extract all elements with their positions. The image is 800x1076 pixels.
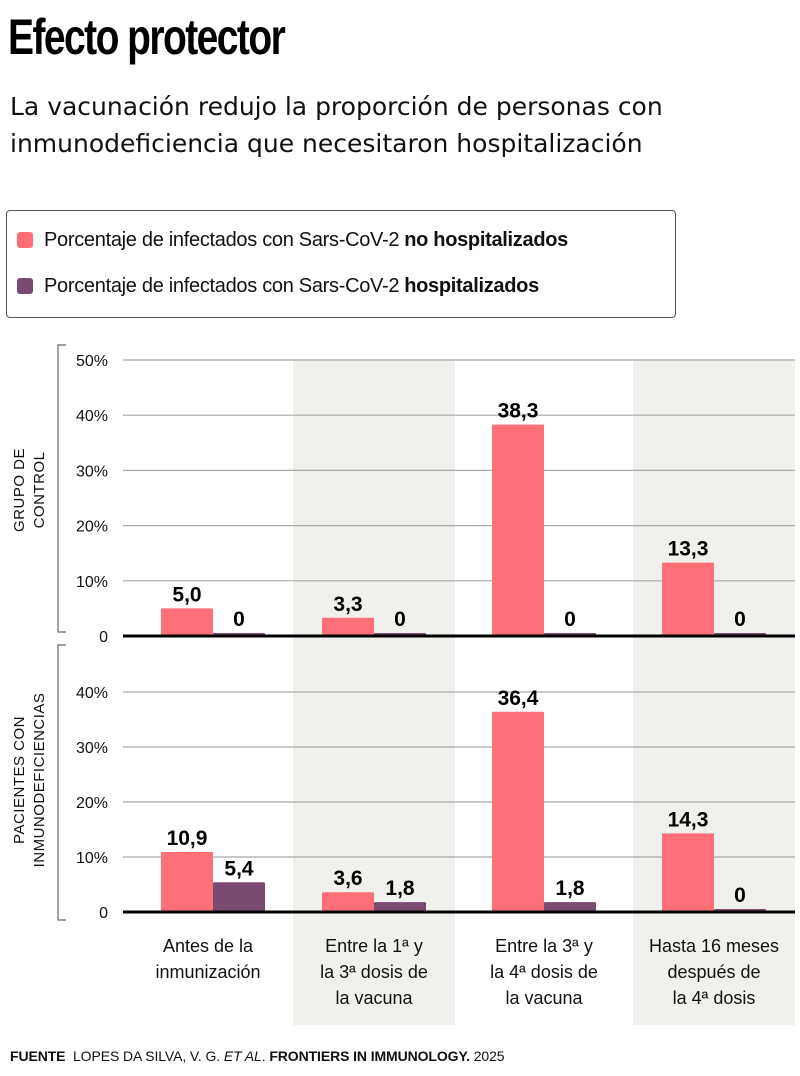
data-label: 5,0 (172, 583, 201, 606)
data-label: 0 (734, 608, 746, 631)
x-category-label: Antes de la (163, 936, 254, 956)
legend-label-bold: hospitalizados (404, 274, 539, 297)
bar-no-hospitalizados (161, 608, 213, 636)
x-category-label: Entre la 3ª y (495, 936, 593, 956)
legend-item-hospitalizados: Porcentaje de infectados con Sars-CoV-2 … (17, 271, 539, 301)
y-tick-label: 40% (76, 408, 108, 425)
y-tick-label: 0 (99, 905, 108, 922)
legend: Porcentaje de infectados con Sars-CoV-2 … (6, 210, 676, 318)
bar-hospitalizados (544, 902, 596, 912)
panel-group-label-line-1: GRUPO DE (11, 448, 28, 532)
data-label: 0 (734, 884, 746, 907)
data-label: 14,3 (668, 808, 709, 831)
source-dot: . (261, 1048, 266, 1064)
x-category-label: Hasta 16 meses (649, 936, 779, 956)
data-label: 38,3 (498, 400, 539, 423)
y-tick-label: 0 (99, 629, 108, 646)
bar-no-hospitalizados (492, 424, 544, 636)
x-category-label: inmunización (155, 962, 260, 982)
panel-group-label-line-2: CONTROL (31, 452, 48, 529)
data-label: 0 (564, 608, 576, 631)
x-category-label: la 3ª dosis de (320, 962, 428, 982)
bar-no-hospitalizados (662, 833, 714, 912)
bar-hospitalizados (213, 882, 265, 912)
panel-group-label-line-2: INMUNODEFICIENCIAS (31, 693, 48, 868)
panel-bracket (57, 344, 66, 633)
legend-item-no-hospitalizados: Porcentaje de infectados con Sars-CoV-2 … (17, 225, 568, 255)
data-label: 3,6 (333, 867, 362, 890)
source-label: FUENTE (10, 1048, 66, 1064)
x-category-label: la 4ª dosis de (490, 962, 598, 982)
y-tick-label: 30% (76, 463, 108, 480)
bar-chart: 0 10% 20% 30% 40% 50% GRUPO DE CONTROL 5,0 0 3,3 0 3… (11, 344, 795, 1025)
legend-label-prefix: Porcentaje de infectados con Sars-CoV-2 (44, 274, 400, 297)
x-category-label: después de (667, 962, 760, 982)
data-label: 3,3 (333, 593, 362, 616)
x-category-label: la vacuna (505, 988, 583, 1008)
legend-label-prefix: Porcentaje de infectados con Sars-CoV-2 (44, 228, 400, 251)
data-label: 1,8 (555, 877, 585, 900)
legend-swatch-hospitalizados (17, 278, 33, 294)
chart-title: Efecto protector (8, 9, 286, 65)
y-tick-label: 20% (76, 795, 108, 812)
legend-label-bold: no hospitalizados (404, 228, 568, 251)
data-label: 0 (233, 608, 245, 631)
bar-no-hospitalizados (322, 892, 374, 912)
data-label: 0 (394, 608, 406, 631)
data-label: 13,3 (668, 538, 709, 561)
bar-no-hospitalizados (161, 852, 213, 912)
source-etal: ET AL (223, 1048, 262, 1064)
y-tick-label: 30% (76, 740, 108, 757)
panel-group-label-line-1: PACIENTES CON (11, 716, 28, 844)
data-label: 1,8 (385, 877, 415, 900)
x-category-label: Entre la 1ª y (325, 936, 423, 956)
data-label: 10,9 (167, 827, 208, 850)
bar-hospitalizados (374, 902, 426, 912)
chart-subtitle: La vacunación redujo la proporción de pe… (10, 92, 663, 158)
panel-bracket (57, 644, 66, 921)
y-tick-label: 20% (76, 519, 108, 536)
bar-no-hospitalizados (662, 562, 714, 636)
y-tick-label: 50% (76, 353, 108, 370)
bar-no-hospitalizados (492, 711, 544, 912)
x-category-label: la vacuna (335, 988, 413, 1008)
source-year: 2025 (473, 1048, 505, 1064)
source-journal: FRONTIERS IN IMMUNOLOGY. (269, 1048, 470, 1064)
data-label: 36,4 (498, 687, 539, 710)
source-authors: LOPES DA SILVA, V. G. (73, 1048, 221, 1064)
legend-swatch-no-hospitalizados (17, 232, 33, 248)
y-tick-label: 40% (76, 685, 108, 702)
bar-no-hospitalizados (322, 617, 374, 636)
x-category-label: la 4ª dosis (673, 988, 756, 1008)
source-note: FUENTE LOPES DA SILVA, V. G. ET AL. FRON… (10, 1048, 505, 1064)
data-label: 5,4 (224, 857, 254, 880)
y-tick-label: 10% (76, 574, 108, 591)
y-tick-label: 10% (76, 850, 108, 867)
